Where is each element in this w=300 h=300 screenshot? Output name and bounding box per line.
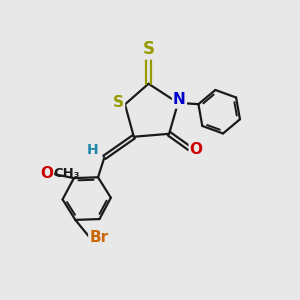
Text: O: O xyxy=(40,166,53,181)
Text: CH₃: CH₃ xyxy=(54,167,80,180)
Text: N: N xyxy=(173,92,186,107)
Text: O: O xyxy=(190,142,203,158)
Text: S: S xyxy=(113,95,124,110)
Text: Br: Br xyxy=(89,230,109,245)
Text: S: S xyxy=(142,40,154,58)
Text: H: H xyxy=(87,143,98,157)
